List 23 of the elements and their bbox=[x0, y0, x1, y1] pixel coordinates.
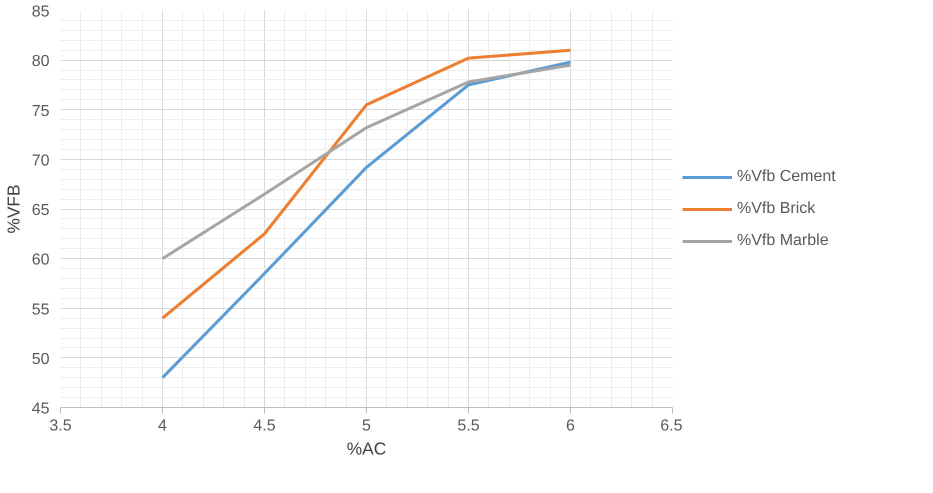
x-tick-label: 6 bbox=[566, 418, 576, 434]
y-tick-label: 65 bbox=[32, 202, 50, 219]
y-tick-label: 45 bbox=[32, 400, 50, 418]
y-tick-label: 55 bbox=[32, 301, 50, 318]
legend-label: %Vfb Marble bbox=[737, 232, 829, 250]
x-tick-label: 4 bbox=[158, 418, 168, 434]
y-tick-label: 50 bbox=[32, 350, 50, 368]
y-tick-label: 70 bbox=[32, 152, 50, 170]
y-tick-label: 85 bbox=[32, 4, 50, 20]
legend-label: %Vfb Cement bbox=[737, 168, 836, 186]
x-tick-label: 3.5 bbox=[49, 418, 72, 434]
y-axis-title: %VFB bbox=[4, 184, 24, 234]
y-tick-label: 60 bbox=[32, 252, 50, 269]
legend-label: %Vfb Brick bbox=[737, 200, 816, 218]
y-tick-label: 80 bbox=[32, 53, 50, 70]
x-axis-title: %AC bbox=[346, 438, 386, 458]
line-series bbox=[161, 48, 572, 320]
x-tick-label: 6.5 bbox=[660, 418, 683, 434]
x-tick-label: 4.5 bbox=[253, 418, 276, 434]
y-tick-label: 75 bbox=[32, 102, 50, 120]
x-tick-label: 5.5 bbox=[457, 418, 480, 434]
x-tick-label: 5 bbox=[362, 418, 372, 434]
line-series bbox=[161, 64, 572, 260]
